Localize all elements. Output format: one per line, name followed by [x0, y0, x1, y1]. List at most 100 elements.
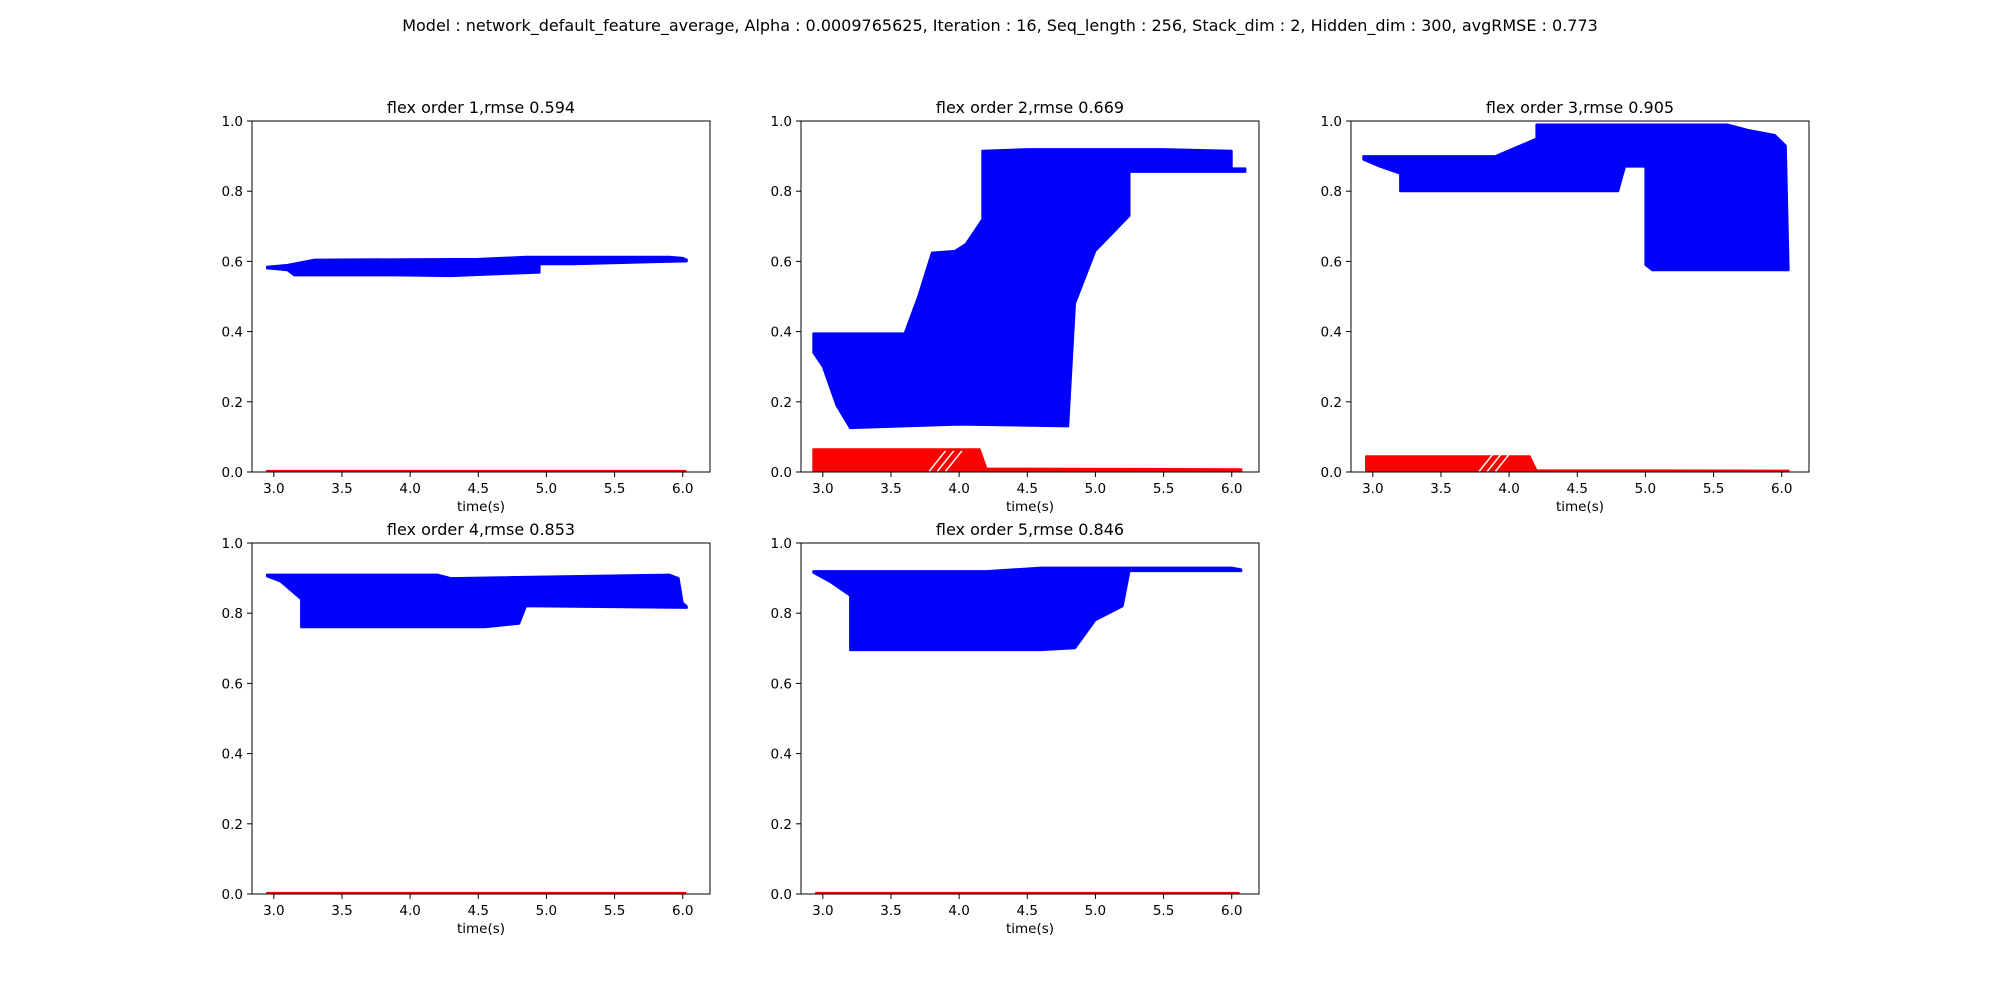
y-tick-label: 0.6 — [1321, 254, 1342, 270]
x-tick-label: 5.0 — [1085, 903, 1106, 919]
x-tick-label: 3.5 — [1430, 481, 1451, 497]
x-tick-label: 3.5 — [331, 481, 352, 497]
target-series-hatch — [1478, 450, 1497, 472]
axes-frame — [800, 120, 1260, 473]
y-tick-label: 1.0 — [222, 114, 243, 130]
axes-frame — [1350, 120, 1810, 473]
x-tick-label: 5.5 — [604, 903, 625, 919]
x-tick-label: 3.5 — [880, 903, 901, 919]
x-tick-label: 6.0 — [1221, 481, 1242, 497]
target-series-hatch — [1486, 450, 1505, 472]
y-tick-label: 0.0 — [1321, 465, 1342, 481]
x-tick-label: 4.5 — [468, 481, 489, 497]
prediction-series-band — [1362, 123, 1790, 272]
x-tick-label: 5.5 — [1703, 481, 1724, 497]
y-tick-label: 1.0 — [771, 536, 792, 552]
plot-area — [1362, 123, 1790, 472]
y-tick-label: 0.6 — [771, 676, 792, 692]
y-tick-label: 0.2 — [1321, 395, 1342, 411]
x-tick-label: 4.0 — [948, 903, 969, 919]
y-tick-label: 0.0 — [771, 887, 792, 903]
y-tick-label: 0.6 — [222, 676, 243, 692]
y-tick-label: 0.4 — [771, 747, 792, 763]
y-tick-label: 0.4 — [222, 747, 243, 763]
y-tick-label: 1.0 — [1321, 114, 1342, 130]
x-tick-label: 4.5 — [1567, 481, 1588, 497]
x-tick-label: 5.0 — [1085, 481, 1106, 497]
x-tick-label: 5.0 — [536, 481, 557, 497]
y-tick-label: 0.6 — [222, 254, 243, 270]
subplot-title: flex order 4,rmse 0.853 — [387, 520, 575, 539]
subplot-3: 3.0 3.5 4.0 4.5 5.0 5.5 6.0 0.0 0.2 0.4 0.6 0.8 1.0 f… — [1321, 98, 1810, 515]
x-tick-label: 4.0 — [399, 481, 420, 497]
x-tick-label: 5.5 — [1153, 903, 1174, 919]
y-tick-label: 1.0 — [222, 536, 243, 552]
target-series-band — [812, 448, 1243, 472]
target-series-hatch — [1494, 450, 1513, 472]
x-tick-label: 5.5 — [1153, 481, 1174, 497]
x-tick-label: 6.0 — [1221, 903, 1242, 919]
y-tick-label: 0.0 — [771, 465, 792, 481]
y-tick-label: 0.4 — [1321, 325, 1342, 341]
x-tick-label: 3.0 — [263, 481, 284, 497]
y-tick-label: 0.2 — [771, 817, 792, 833]
subplot-2: 3.0 3.5 4.0 4.5 5.0 5.5 6.0 0.0 0.2 0.4 0.6 0.8 1.0 f… — [771, 98, 1260, 515]
axes-frame — [251, 120, 711, 473]
target-series-band — [1365, 455, 1790, 472]
x-tick-label: 3.0 — [812, 903, 833, 919]
prediction-series-band — [812, 566, 1243, 652]
x-tick-label: 5.0 — [1635, 481, 1656, 497]
y-tick-label: 1.0 — [771, 114, 792, 130]
x-tick-label: 4.5 — [468, 903, 489, 919]
x-tick-label: 3.5 — [331, 903, 352, 919]
x-tick-label: 3.0 — [812, 481, 833, 497]
y-tick-label: 0.8 — [771, 184, 792, 200]
target-series-hatch — [944, 450, 963, 472]
target-series-hatch — [928, 450, 947, 472]
x-tick-label: 6.0 — [672, 481, 693, 497]
y-tick-label: 0.8 — [222, 606, 243, 622]
x-axis-label: time(s) — [1556, 499, 1604, 515]
y-tick-label: 0.2 — [222, 817, 243, 833]
subplot-4: 3.0 3.5 4.0 4.5 5.0 5.5 6.0 0.0 0.2 0.4 0.6 0.8 1.0 f… — [222, 520, 711, 937]
x-axis-label: time(s) — [1006, 499, 1054, 515]
y-tick-label: 0.2 — [771, 395, 792, 411]
x-tick-label: 6.0 — [1771, 481, 1792, 497]
y-tick-label: 0.4 — [222, 325, 243, 341]
x-tick-label: 5.5 — [604, 481, 625, 497]
x-tick-label: 3.0 — [1362, 481, 1383, 497]
axes-frame — [800, 542, 1260, 895]
subplot-title: flex order 2,rmse 0.669 — [936, 98, 1124, 117]
x-axis-label: time(s) — [457, 499, 505, 515]
x-tick-label: 4.5 — [1017, 903, 1038, 919]
plot-area — [812, 566, 1243, 894]
x-tick-label: 3.5 — [880, 481, 901, 497]
y-tick-label: 0.4 — [771, 325, 792, 341]
subplot-1: 3.0 3.5 4.0 4.5 5.0 5.5 6.0 0.0 0.2 0.4 0.6 0.8 1.0 f… — [222, 98, 711, 515]
prediction-series-band — [266, 255, 688, 278]
x-tick-label: 4.0 — [948, 481, 969, 497]
subplot-5: 3.0 3.5 4.0 4.5 5.0 5.5 6.0 0.0 0.2 0.4 0.6 0.8 1.0 f… — [771, 520, 1260, 937]
figure-suptitle: Model : network_default_feature_average,… — [402, 16, 1598, 36]
subplot-title: flex order 3,rmse 0.905 — [1486, 98, 1674, 117]
subplot-grid: 3.0 3.5 4.0 4.5 5.0 5.5 6.0 0.0 0.2 0.4 0.6 0.8 1.0 f… — [222, 98, 1810, 937]
x-tick-label: 3.0 — [263, 903, 284, 919]
x-tick-label: 4.0 — [399, 903, 420, 919]
prediction-series-band — [812, 148, 1247, 430]
y-tick-label: 0.6 — [771, 254, 792, 270]
x-tick-label: 5.0 — [536, 903, 557, 919]
prediction-series-band — [266, 573, 688, 629]
y-tick-label: 0.8 — [222, 184, 243, 200]
y-tick-label: 0.8 — [771, 606, 792, 622]
subplot-title: flex order 5,rmse 0.846 — [936, 520, 1124, 539]
y-tick-label: 0.2 — [222, 395, 243, 411]
x-axis-label: time(s) — [1006, 921, 1054, 937]
axes-frame — [251, 542, 711, 895]
x-tick-label: 4.5 — [1017, 481, 1038, 497]
x-axis-label: time(s) — [457, 921, 505, 937]
plot-area — [266, 573, 688, 894]
plot-area — [812, 148, 1247, 472]
x-tick-label: 4.0 — [1498, 481, 1519, 497]
target-series-hatch — [936, 450, 955, 472]
